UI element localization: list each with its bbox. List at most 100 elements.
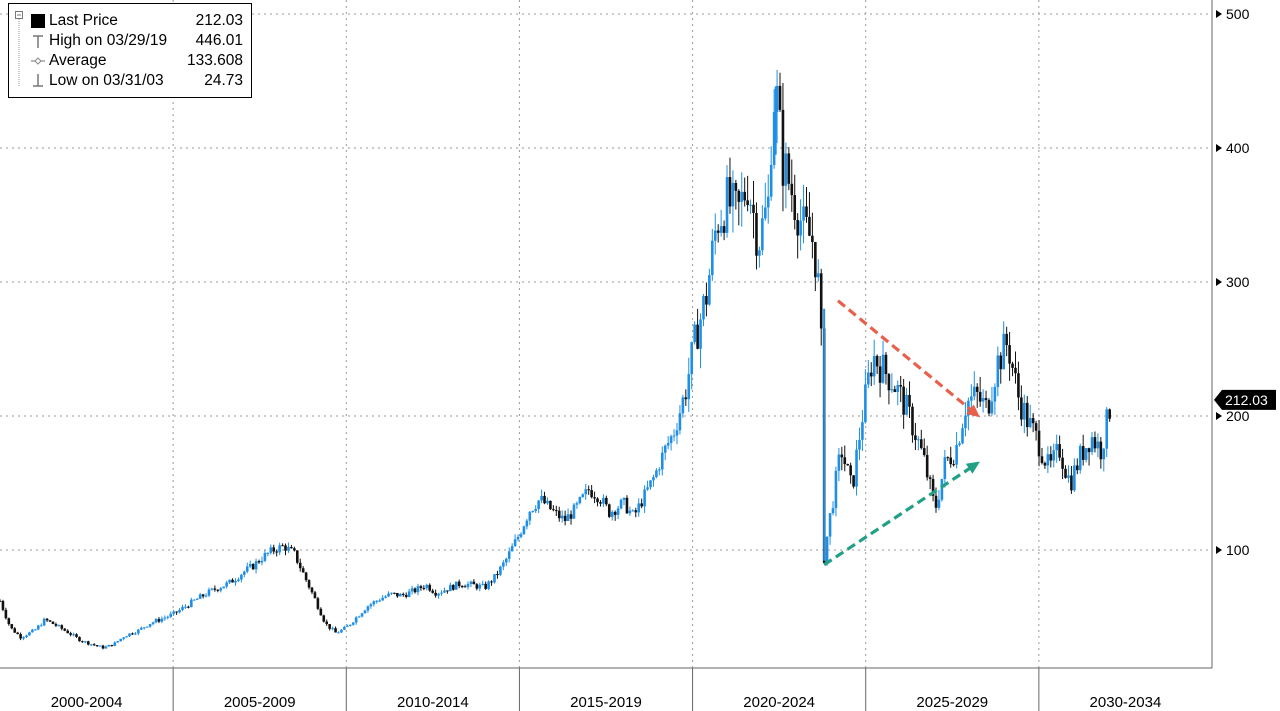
candle-body [990,401,994,414]
candle [619,498,623,510]
candle [1108,408,1111,422]
candle-body [869,372,873,377]
candle [75,633,78,638]
candle-body [225,582,228,587]
candle [319,607,323,616]
candle-body [284,545,287,551]
candle [808,192,811,237]
candle-body [1014,367,1017,374]
candle [872,339,876,385]
candle-body [1025,402,1029,428]
candle-body [952,464,955,466]
candle-body [216,589,220,591]
candle-body [772,111,776,165]
candle [610,510,614,521]
candle [431,588,434,594]
candle [713,213,717,255]
candle-body [357,616,361,618]
candle-body [31,629,34,633]
candle-body [101,645,105,649]
candle-body [1064,468,1067,478]
candle-body [528,511,532,521]
candle [34,628,37,631]
candle [378,598,382,603]
candle-body [631,510,635,512]
candle [987,398,991,417]
candle [569,510,573,525]
candle-body [481,583,485,585]
candle [366,605,370,613]
candle [437,592,440,599]
candle-body [513,539,517,547]
candle [660,446,664,476]
candle-body [399,593,402,597]
candle-body [964,415,967,429]
candle [98,645,102,647]
candle [113,641,117,647]
candle [331,626,334,631]
candle [157,617,161,624]
candle-body [852,475,855,487]
candle [652,474,655,487]
candle [407,588,411,598]
candle [884,352,888,385]
candle-body [45,618,49,621]
candle-body [169,613,173,617]
candle [446,590,449,594]
candle-body [713,230,717,241]
candle-body [187,606,190,608]
candle-body [716,230,720,233]
candle-body [563,515,567,522]
candle [343,625,346,631]
candle [478,582,482,592]
candle-body [304,572,308,581]
candle-body [13,628,17,633]
candle-body [1084,448,1088,460]
candle-body [572,504,576,519]
candle [293,546,296,552]
candle [1049,446,1053,468]
candle [222,586,226,589]
candle [95,644,99,648]
candle [840,446,844,471]
candle-body [625,497,629,514]
candle [142,627,146,630]
candle [796,213,799,259]
candle [375,600,379,604]
candle-body [975,386,979,392]
candle-body [28,632,31,636]
candle-body [125,636,128,638]
candle [555,505,558,517]
candle [581,493,585,498]
candle-body [1067,475,1070,478]
candle-body [1043,462,1047,466]
candle [705,282,708,317]
legend-row-average: Average 133.608 [9,51,251,71]
candle [139,626,143,631]
candle-body [581,494,585,498]
candle [560,510,564,523]
candle-body [366,606,370,611]
candle [31,628,34,633]
candle-body [1011,363,1014,368]
candle [787,146,791,191]
candle-body [0,600,2,602]
candle-body [575,503,579,505]
candle [184,604,187,609]
candle [116,641,120,643]
candle-body [637,503,641,513]
candle [649,480,652,490]
candle [1090,432,1094,456]
candle-body [75,634,78,637]
candle [996,346,1000,397]
legend-value: 446.01 [195,32,243,49]
candle-body [19,634,22,639]
candle-body [325,621,329,625]
candle [128,633,131,638]
candle [855,440,858,496]
candle [837,447,841,482]
candle-body [669,436,673,444]
candle [295,550,299,565]
candle-body [322,615,326,622]
candle-body [307,580,311,588]
